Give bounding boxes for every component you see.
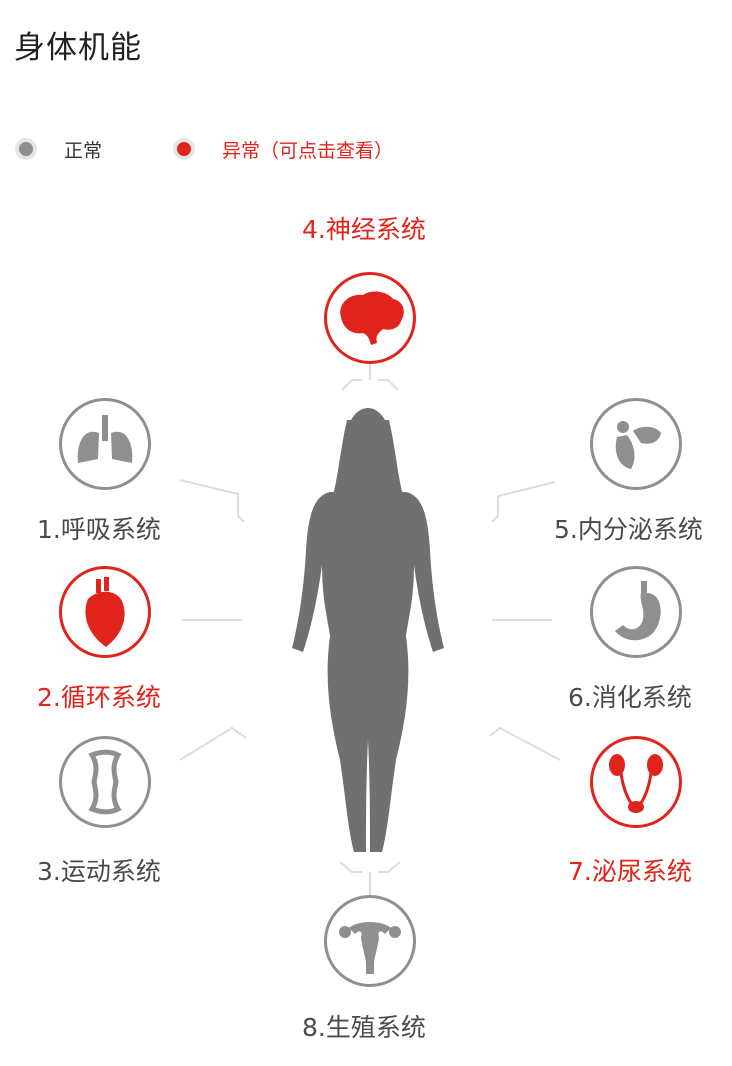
urinary-system-label[interactable]: 7.泌尿系统 (568, 857, 692, 886)
stomach-icon (615, 581, 661, 641)
lungs-icon (77, 415, 133, 463)
page-title: 身体机能 (14, 30, 142, 66)
digestive-system-button[interactable] (590, 566, 682, 658)
circulatory-system-label[interactable]: 2.循环系统 (37, 683, 161, 712)
digestive-system-label: 6.消化系统 (568, 683, 692, 712)
nervous-system-button[interactable] (324, 272, 416, 364)
legend-abnormal-label: 异常（可点击查看） (222, 140, 394, 162)
reproductive-system-label: 8.生殖系统 (302, 1013, 426, 1042)
brain-icon (340, 291, 404, 345)
bone-icon (88, 749, 122, 815)
glands-icon (615, 421, 661, 469)
nervous-system-label[interactable]: 4.神经系统 (302, 215, 426, 244)
legend-abnormal-dot (173, 138, 195, 160)
uterus-icon (339, 922, 401, 974)
urinary-system-button[interactable] (590, 736, 682, 828)
circulatory-system-button[interactable] (59, 566, 151, 658)
respiratory-system-button[interactable] (59, 398, 151, 490)
endocrine-system-button[interactable] (590, 398, 682, 490)
endocrine-system-label: 5.内分泌系统 (554, 515, 703, 544)
heart-icon (85, 577, 125, 647)
respiratory-system-label: 1.呼吸系统 (37, 515, 161, 544)
legend-normal-label: 正常 (64, 140, 103, 162)
motor-system-button[interactable] (59, 736, 151, 828)
kidneys-icon (609, 754, 663, 813)
motor-system-label: 3.运动系统 (37, 857, 161, 886)
reproductive-system-button[interactable] (324, 895, 416, 987)
legend-normal-dot (15, 138, 37, 160)
